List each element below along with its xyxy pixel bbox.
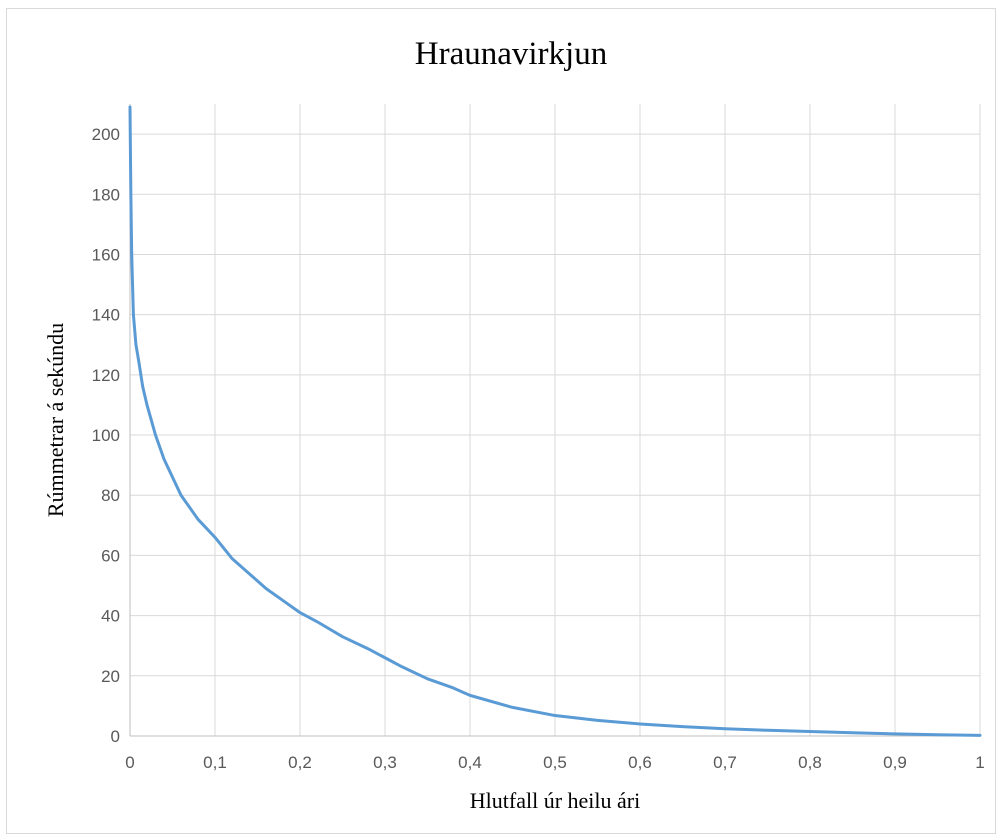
tick-labels: 0 20 40 60 80 100 120 140 160 180 200 0 0,1 0,2 0,3 0,4…	[92, 125, 985, 772]
x-tick-label: 0,5	[543, 753, 567, 772]
x-tick-label: 0,7	[713, 753, 737, 772]
y-tick-label: 200	[92, 125, 120, 144]
y-tick-label: 80	[101, 486, 120, 505]
series-layer	[128, 105, 982, 737]
chart-title: Hraunavirkjun	[415, 36, 607, 72]
y-tick-label: 140	[92, 306, 120, 325]
y-tick-label: 160	[92, 245, 120, 264]
y-tick-label: 100	[92, 426, 120, 445]
x-tick-label: 0,3	[373, 753, 397, 772]
y-tick-label: 20	[101, 667, 120, 686]
x-tick-label: 0,1	[203, 753, 227, 772]
x-tick-label: 1	[975, 753, 984, 772]
x-axis-title: Hlutfall úr heilu ári	[470, 788, 640, 813]
y-axis-title: Rúmmetrar á sekúndu	[43, 323, 68, 517]
y-tick-label: 180	[92, 185, 120, 204]
gridlines	[130, 104, 981, 736]
y-tick-label: 40	[101, 607, 120, 626]
y-tick-label: 0	[111, 727, 120, 746]
x-tick-label: 0,2	[288, 753, 312, 772]
x-tick-label: 0,6	[628, 753, 652, 772]
x-tick-label: 0	[125, 753, 134, 772]
y-tick-label: 120	[92, 366, 120, 385]
x-tick-label: 0,8	[798, 753, 822, 772]
y-tick-label: 60	[101, 546, 120, 565]
x-tick-label: 0,4	[458, 753, 482, 772]
chart-frame	[6, 8, 996, 834]
x-tick-label: 0,9	[883, 753, 907, 772]
